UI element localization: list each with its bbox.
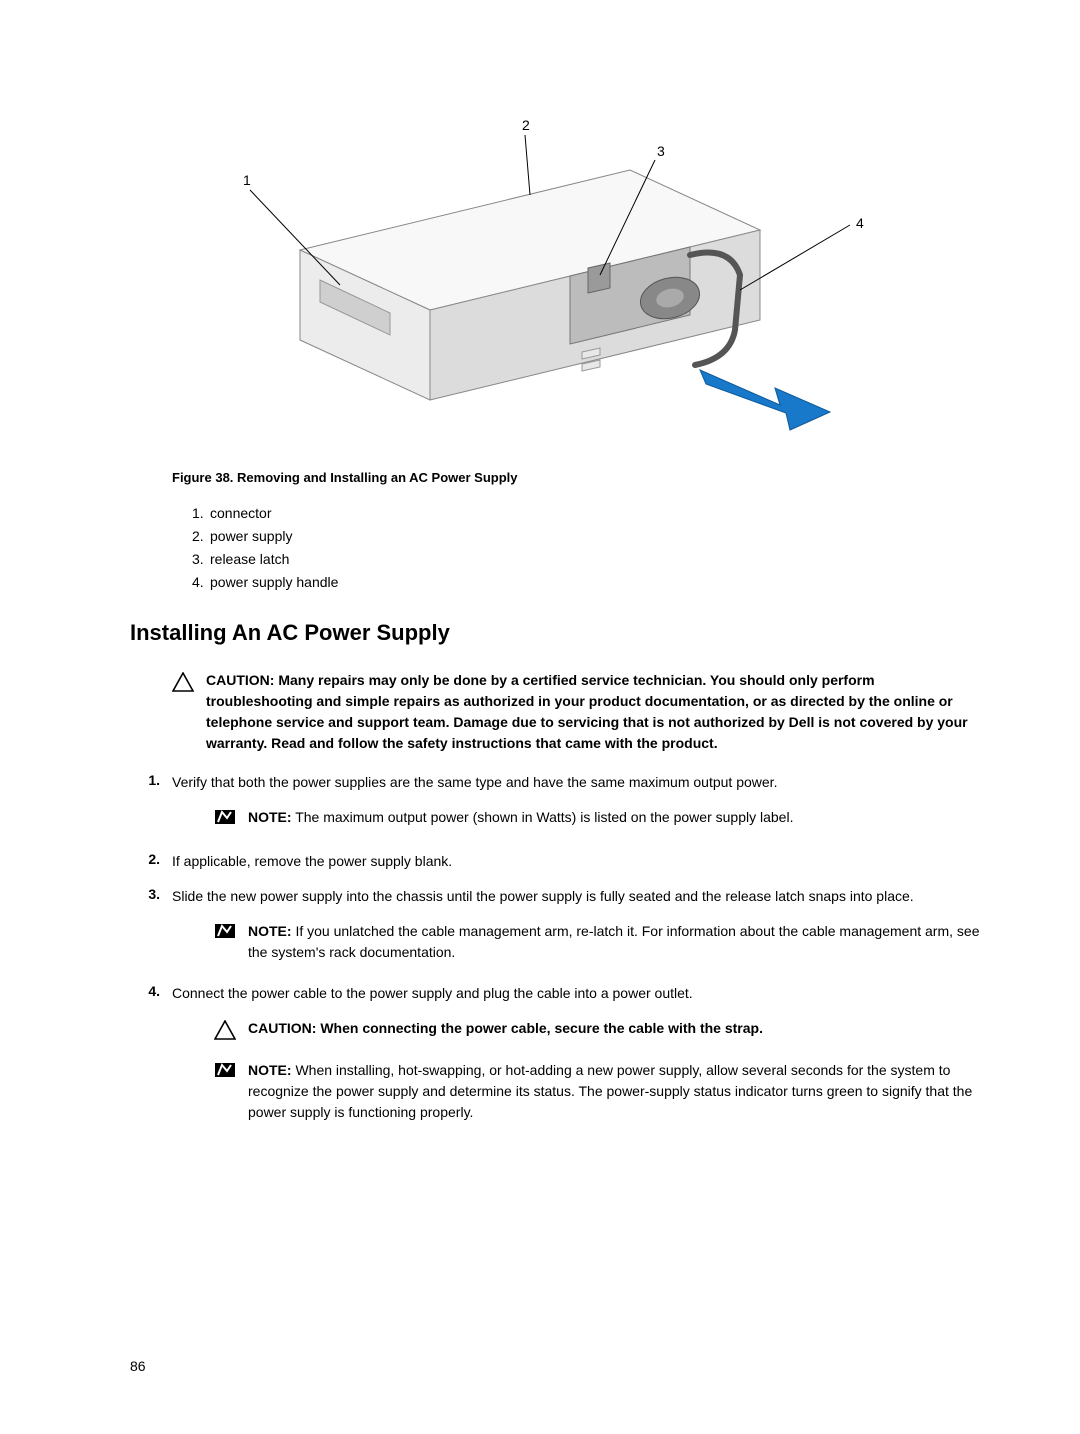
caution-icon [172, 672, 196, 697]
legend-item: 3.release latch [192, 551, 980, 567]
section-heading: Installing An AC Power Supply [130, 620, 980, 646]
power-supply-diagram: 1 2 3 4 [130, 110, 980, 450]
legend-text: connector [210, 505, 271, 521]
legend-item: 1.connector [192, 505, 980, 521]
callout-3: 3 [657, 143, 665, 159]
steps-list: 1. Verify that both the power supplies a… [130, 772, 980, 1129]
note-text: NOTE: If you unlatched the cable managem… [248, 921, 980, 963]
note-icon [214, 1062, 238, 1084]
note-block: NOTE: The maximum output power (shown in… [214, 807, 980, 831]
step-number: 2. [130, 851, 160, 867]
figure-container: 1 2 3 4 Figure 38. Removing and Installi… [130, 110, 980, 590]
note-body: If you unlatched the cable management ar… [248, 923, 979, 960]
step-body: Slide the new power supply into the chas… [172, 886, 980, 969]
note-label: NOTE: [248, 923, 292, 939]
step-number: 4. [130, 983, 160, 999]
step-number: 3. [130, 886, 160, 902]
legend-text: power supply [210, 528, 293, 544]
step-item: 3. Slide the new power supply into the c… [130, 886, 980, 969]
step-text: Slide the new power supply into the chas… [172, 888, 914, 904]
callout-4: 4 [856, 215, 864, 231]
step-body: Verify that both the power supplies are … [172, 772, 980, 837]
legend-item: 2.power supply [192, 528, 980, 544]
legend-num: 3. [192, 551, 210, 567]
note-label: NOTE: [248, 809, 292, 825]
note-text: NOTE: When installing, hot-swapping, or … [248, 1060, 980, 1123]
legend-num: 1. [192, 505, 210, 521]
figure-caption: Figure 38. Removing and Installing an AC… [172, 470, 980, 485]
note-text: NOTE: The maximum output power (shown in… [248, 807, 793, 828]
note-label: NOTE: [248, 1062, 292, 1078]
caution-text: CAUTION: Many repairs may only be done b… [206, 670, 980, 754]
note-icon [214, 923, 238, 945]
step-text: If applicable, remove the power supply b… [172, 853, 452, 869]
step-body: Connect the power cable to the power sup… [172, 983, 980, 1129]
note-body: When installing, hot-swapping, or hot-ad… [248, 1062, 972, 1120]
page-number: 86 [130, 1358, 146, 1374]
note-icon [214, 809, 238, 831]
step-body: If applicable, remove the power supply b… [172, 851, 980, 872]
figure-legend: 1.connector 2.power supply 3.release lat… [192, 505, 980, 590]
callout-1: 1 [243, 172, 251, 188]
note-body: The maximum output power (shown in Watts… [292, 809, 794, 825]
caution-icon [214, 1020, 238, 1046]
caution-inline-text: CAUTION: When connecting the power cable… [248, 1018, 763, 1039]
callout-2: 2 [522, 117, 530, 133]
legend-item: 4.power supply handle [192, 574, 980, 590]
step-item: 2. If applicable, remove the power suppl… [130, 851, 980, 872]
main-caution-block: CAUTION: Many repairs may only be done b… [172, 670, 980, 754]
legend-text: power supply handle [210, 574, 338, 590]
note-block: NOTE: When installing, hot-swapping, or … [214, 1060, 980, 1123]
legend-num: 2. [192, 528, 210, 544]
step-text: Verify that both the power supplies are … [172, 774, 777, 790]
step-number: 1. [130, 772, 160, 788]
step-item: 1. Verify that both the power supplies a… [130, 772, 980, 837]
legend-text: release latch [210, 551, 289, 567]
caution-inline-block: CAUTION: When connecting the power cable… [214, 1018, 980, 1046]
legend-num: 4. [192, 574, 210, 590]
note-block: NOTE: If you unlatched the cable managem… [214, 921, 980, 963]
step-text: Connect the power cable to the power sup… [172, 985, 693, 1001]
step-item: 4. Connect the power cable to the power … [130, 983, 980, 1129]
